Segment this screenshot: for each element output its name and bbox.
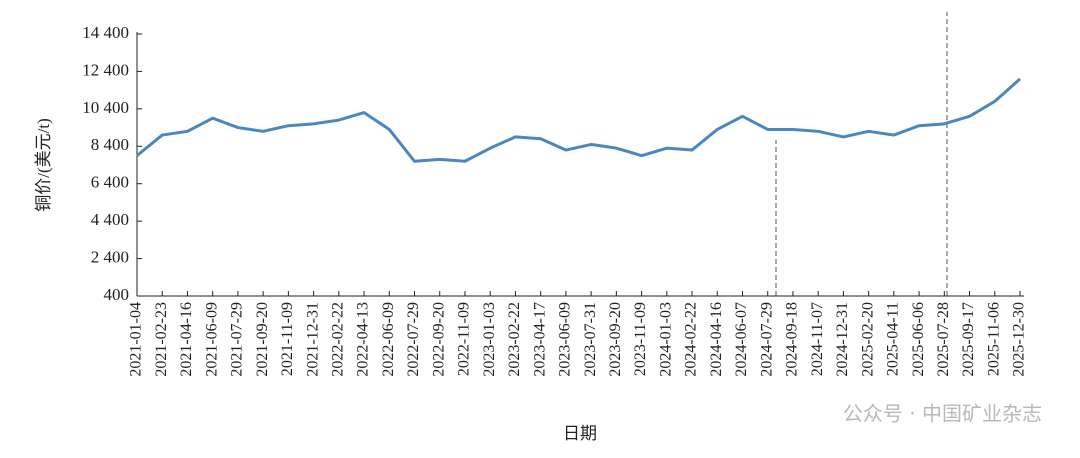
x-tick-label: 2023-01-03: [481, 302, 498, 377]
x-tick-label: 2024-02-22: [683, 302, 700, 377]
x-tick-label: 2025-09-17: [960, 302, 977, 377]
x-axis-label: 日期: [563, 424, 597, 443]
x-tick-label: 2025-06-06: [910, 302, 927, 377]
x-tick-label: 2023-04-17: [531, 302, 548, 377]
x-tick-label: 2023-06-09: [557, 302, 574, 377]
x-tick-label: 2025-07-28: [935, 302, 952, 377]
y-tick-label: 8 400: [91, 135, 129, 154]
y-tick-label: 4 400: [91, 210, 129, 229]
x-tick-label: 2024-09-18: [784, 302, 801, 377]
x-tick-label: 2022-06-09: [380, 302, 397, 377]
x-tick-label: 2021-06-09: [203, 302, 220, 377]
x-tick-label: 2022-02-22: [330, 302, 347, 377]
x-tick-label: 2024-11-07: [809, 302, 826, 376]
y-tick-label: 400: [104, 285, 130, 304]
x-tick-label: 2024-01-03: [657, 302, 674, 377]
x-tick-label: 2021-09-20: [254, 302, 271, 377]
x-tick-label: 2025-11-06: [985, 302, 1002, 376]
x-tick-label: 2022-04-13: [355, 302, 372, 377]
x-tick-label: 2021-04-16: [178, 302, 195, 377]
watermark: 公众号 · 中国矿业杂志: [843, 402, 1042, 426]
x-tick-label: 2021-11-09: [279, 302, 296, 376]
x-tick-label: 2024-06-07: [733, 302, 750, 377]
y-tick-label: 10 400: [82, 98, 129, 117]
y-tick-label: 2 400: [91, 247, 129, 266]
x-tick-label: 2024-04-16: [708, 302, 725, 377]
x-tick-label: 2021-07-29: [229, 302, 246, 377]
x-tick-label: 2021-02-23: [153, 302, 170, 377]
x-tick-label: 2025-02-20: [859, 302, 876, 377]
y-tick-label: 14 400: [82, 23, 129, 42]
x-tick-label: 2022-07-29: [405, 302, 422, 377]
price-line: [136, 77, 1021, 163]
x-tick-label: 2023-02-22: [506, 302, 523, 377]
x-tick-label: 2024-12-31: [834, 302, 851, 377]
x-tick-label: 2023-11-09: [632, 302, 649, 376]
x-tick-label: 2023-07-31: [582, 302, 599, 377]
x-tick-label: 2025-12-30: [1011, 302, 1028, 377]
x-tick-label: 2024-07-29: [758, 302, 775, 377]
x-tick-label: 2022-09-20: [430, 302, 447, 377]
x-tick-label: 2022-11-09: [456, 302, 473, 376]
y-axis-label: 铜价/(美元/t): [34, 118, 53, 212]
y-tick-label: 6 400: [91, 173, 129, 192]
x-tick-label: 2021-12-31: [304, 302, 321, 377]
x-tick-label: 2021-01-04: [128, 302, 145, 377]
x-tick-label: 2023-09-20: [607, 302, 624, 377]
y-tick-label: 12 400: [82, 60, 129, 79]
x-tick-label: 2025-04-11: [885, 302, 902, 376]
